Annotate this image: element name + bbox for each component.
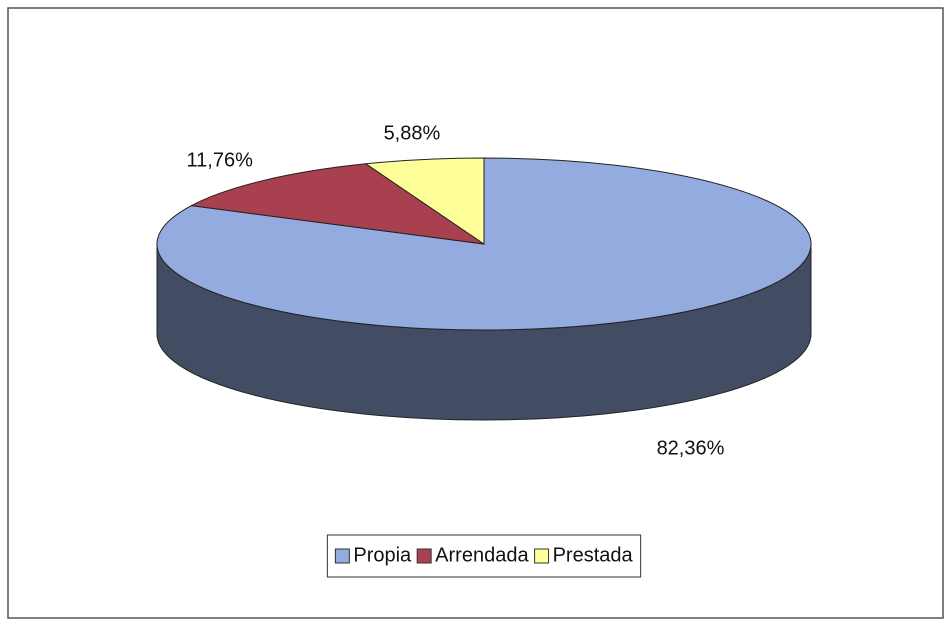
legend-label: Propia — [353, 544, 412, 566]
pie-slice — [189, 163, 485, 245]
legend-swatch — [334, 548, 350, 564]
pie-slice — [364, 157, 485, 245]
data-label: 5,88% — [384, 122, 441, 144]
legend-label: Arrendada — [435, 544, 529, 566]
data-label: 11,76% — [187, 150, 254, 172]
legend-swatch — [534, 548, 550, 564]
legend: Propia Arrendada Prestada — [326, 534, 642, 578]
pie: 82,36% 11,76% 5,88% — [156, 122, 812, 459]
data-label: 82,36% — [657, 437, 725, 459]
legend-swatch — [416, 548, 432, 564]
pie-slice — [156, 157, 812, 331]
legend-label: Prestada — [553, 544, 634, 566]
legend-box — [326, 534, 642, 578]
